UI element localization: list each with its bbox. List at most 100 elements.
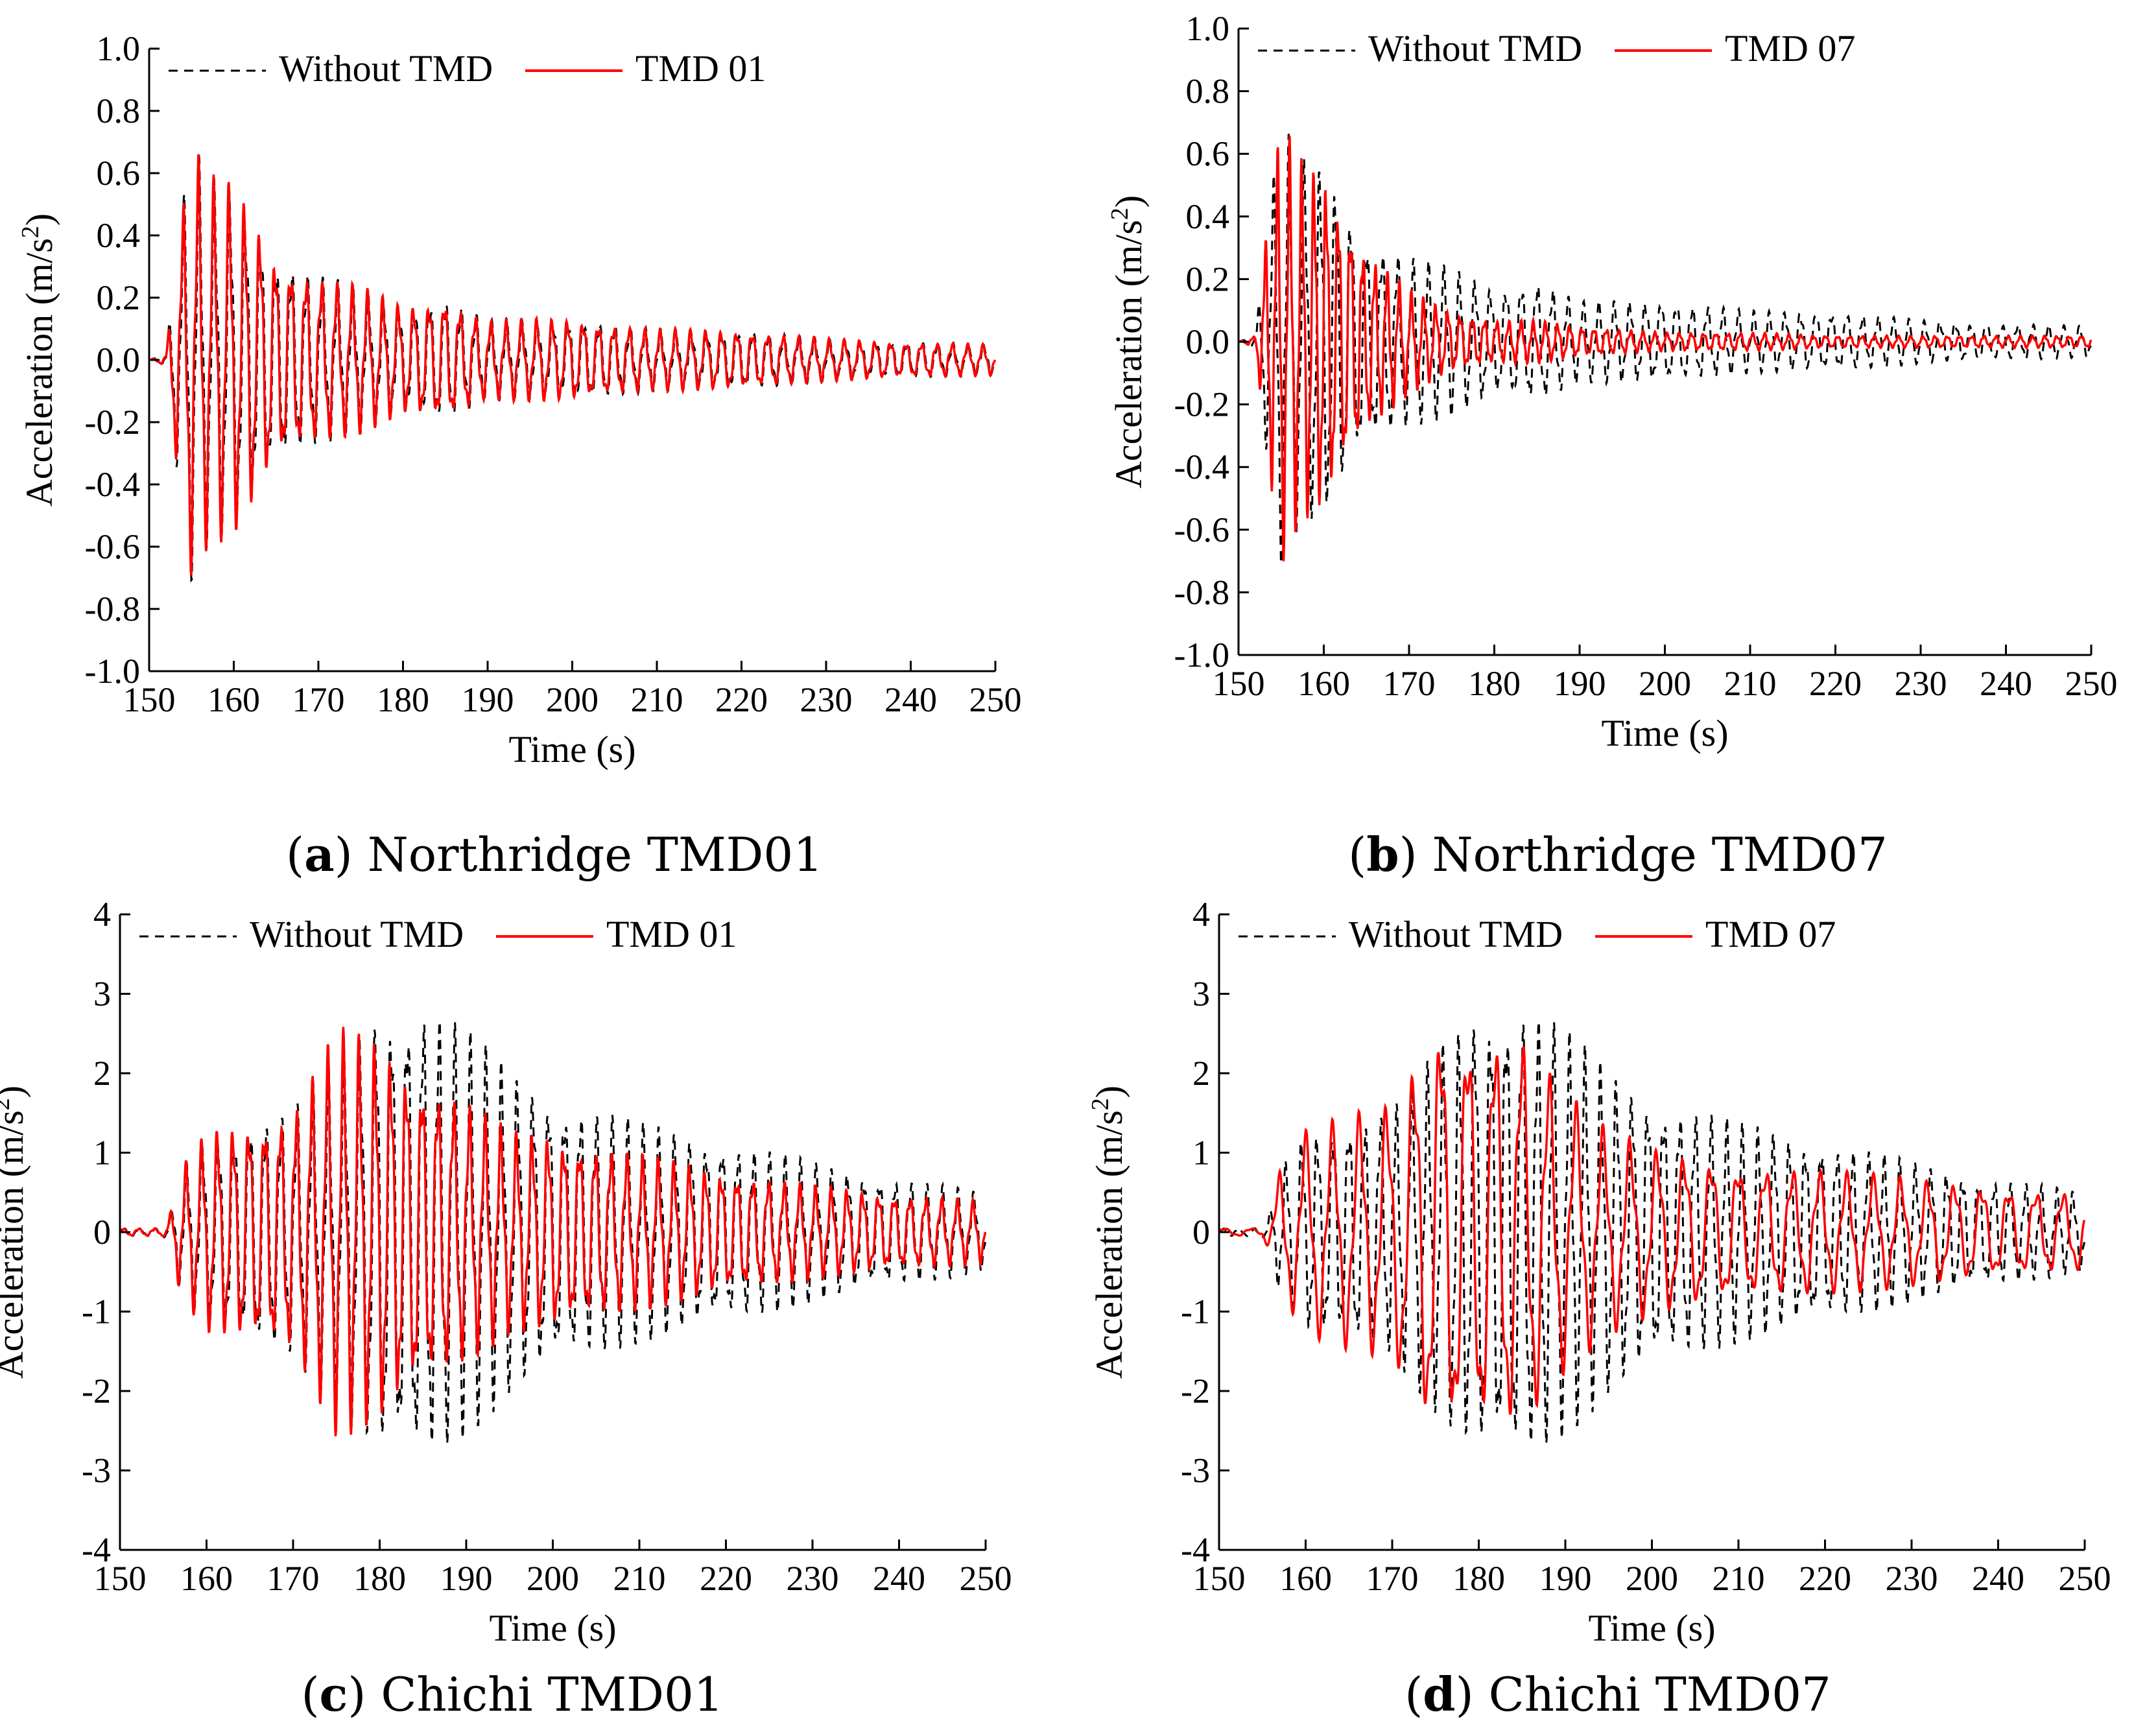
y-tick-label: 2: [93, 1054, 111, 1093]
chart-panel-d: 150 160 170 180 190 200 210 220 230 240 250 4 3 2 1 0 -1…: [1087, 895, 2133, 1660]
x-tick-label: 240: [884, 680, 937, 719]
series-line-with-tmd: [119, 1027, 987, 1436]
x-tick-label: 160: [1279, 1559, 1332, 1598]
y-tick-label: -0.8: [1174, 573, 1229, 612]
y-tick-label: 1: [93, 1134, 111, 1172]
y-tick-label: 0.0: [1186, 322, 1230, 361]
x-tick-label: 170: [292, 680, 345, 719]
legend-label-without-tmd: Without TMD: [250, 913, 464, 955]
y-tick-label: -1: [1181, 1292, 1210, 1331]
legend-label-with-tmd: TMD 07: [1705, 913, 1836, 955]
y-axis-title: Acceleration (m/s2): [1087, 1086, 1130, 1379]
caption-b: (b) Northridge TMD07: [1348, 827, 1888, 882]
x-tick-label: 190: [440, 1559, 493, 1598]
x-tick-label: 150: [123, 680, 176, 719]
y-tick-label: 0.6: [97, 154, 141, 193]
caption-d: (d) Chichi TMD07: [1405, 1667, 1831, 1722]
x-tick-label: 170: [1383, 664, 1436, 703]
y-tick-label: 3: [1192, 975, 1210, 1014]
y-tick-label: -1: [82, 1292, 111, 1331]
x-tick-label: 230: [1895, 664, 1947, 703]
legend-label-with-tmd: TMD 01: [606, 913, 737, 955]
chart-svg-d: 150 160 170 180 190 200 210 220 230 240 25043210-1…: [1087, 895, 2111, 1649]
x-tick-label: 240: [1972, 1559, 2024, 1598]
series-line-with-tmd: [148, 154, 997, 576]
x-tick-label: 190: [462, 680, 514, 719]
caption-a: (a) Northridge TMD01: [285, 827, 824, 882]
y-tick-label: -1.0: [85, 652, 140, 691]
y-tick-label: -0.2: [85, 403, 140, 442]
y-tick-label: 0: [1192, 1213, 1210, 1252]
y-tick-label: -3: [82, 1451, 111, 1490]
caption-letter-d: d: [1423, 1667, 1456, 1722]
y-tick-label: 0.8: [1186, 72, 1230, 111]
y-tick-label: -1.0: [1174, 636, 1229, 674]
y-tick-label: -0.4: [85, 465, 140, 504]
x-tick-label: 160: [1298, 664, 1350, 703]
x-tick-label: 250: [2059, 1559, 2111, 1598]
legend-label-with-tmd: TMD 01: [635, 47, 766, 89]
caption-text-a: Northridge TMD01: [367, 827, 824, 882]
x-tick-label: 250: [960, 1559, 1012, 1598]
x-tick-label: 220: [715, 680, 768, 719]
x-axis-title: Time (s): [489, 1607, 616, 1649]
chart-svg-a: 150 160 170 180 190 200 210 220 230 240 250 1.0 0.8 0…: [17, 29, 1022, 770]
caption-letter-a: a: [304, 827, 335, 882]
x-axis-title: Time (s): [1588, 1607, 1715, 1649]
chart-svg-b: 150 160 170 180 190 200 210 220 230 240 250 1.0 0.8 0…: [1106, 9, 2118, 754]
y-tick-label: -2: [1181, 1372, 1210, 1410]
caption-c: (c) Chichi TMD01: [301, 1667, 724, 1722]
y-tick-label: 0: [93, 1213, 111, 1252]
x-tick-label: 230: [800, 680, 853, 719]
y-tick-label: 0.0: [97, 340, 141, 379]
y-tick-label: 0.6: [1186, 134, 1230, 173]
x-tick-label: 210: [613, 1559, 666, 1598]
legend-label-without-tmd: Without TMD: [279, 47, 493, 89]
y-tick-label: -4: [82, 1530, 111, 1569]
y-tick-label: 0.8: [97, 91, 141, 130]
series-line-without-tmd: [1238, 134, 2092, 566]
y-tick-label: 2: [1192, 1054, 1210, 1093]
y-axis-title: Acceleration (m/s2): [17, 213, 60, 506]
x-tick-label: 180: [1468, 664, 1521, 703]
y-tick-label: -3: [1181, 1451, 1210, 1490]
legend-label-with-tmd: TMD 07: [1725, 27, 1855, 69]
x-tick-label: 210: [631, 680, 683, 719]
y-axis-title: Acceleration (m/s2): [1106, 195, 1150, 488]
x-tick-label: 190: [1554, 664, 1606, 703]
y-tick-label: 0.4: [1186, 197, 1230, 236]
x-tick-label: 230: [1886, 1559, 1938, 1598]
chart-panel-b: 150 160 170 180 190 200 210 220 230 240 250 1.0 0.8 0…: [1096, 0, 2133, 824]
x-tick-label: 150: [94, 1559, 147, 1598]
chart-panel-c: 150 160 170 180 190 200 210 220 230 240 250 4 3 2 1 0 -1…: [0, 895, 1067, 1660]
x-tick-label: 230: [787, 1559, 839, 1598]
x-tick-label: 170: [1366, 1559, 1419, 1598]
x-tick-label: 150: [1193, 1559, 1246, 1598]
x-tick-label: 220: [1799, 1559, 1851, 1598]
caption-letter-b: b: [1366, 827, 1399, 882]
y-tick-label: 0.2: [1186, 259, 1230, 298]
chart-panel-a: 150 160 170 180 190 200 210 220 230 240 250 1.0 0.8 0…: [0, 0, 1067, 837]
caption-letter-c: c: [319, 1667, 348, 1722]
caption-text-d: Chichi TMD07: [1488, 1667, 1831, 1722]
y-tick-label: -0.6: [1174, 510, 1229, 549]
x-tick-label: 200: [1626, 1559, 1678, 1598]
y-tick-label: -0.2: [1174, 385, 1229, 424]
y-tick-label: -4: [1181, 1530, 1210, 1569]
y-tick-label: -0.6: [85, 527, 140, 566]
y-tick-label: -0.4: [1174, 447, 1229, 486]
x-tick-label: 240: [1980, 664, 2032, 703]
y-tick-label: 3: [93, 975, 111, 1014]
legend-label-without-tmd: Without TMD: [1349, 913, 1563, 955]
y-tick-label: 1: [1192, 1134, 1210, 1172]
x-tick-label: 160: [207, 680, 260, 719]
x-tick-label: 180: [377, 680, 429, 719]
y-tick-label: 1.0: [97, 29, 141, 68]
x-tick-label: 220: [1809, 664, 1862, 703]
x-tick-label: 240: [873, 1559, 925, 1598]
x-tick-label: 180: [353, 1559, 406, 1598]
y-axis-title: Acceleration (m/s2): [0, 1086, 31, 1379]
y-tick-label: 4: [93, 895, 111, 934]
x-axis-title: Time (s): [1601, 712, 1728, 754]
y-tick-label: -2: [82, 1372, 111, 1410]
